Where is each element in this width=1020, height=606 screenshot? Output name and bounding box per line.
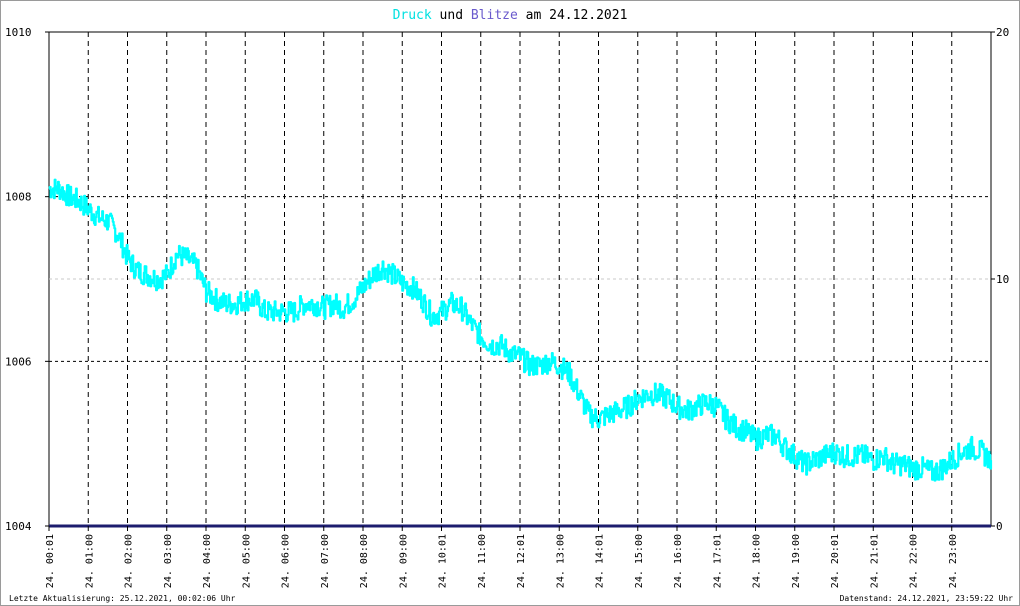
- axis-x: 24. 00:01 24. 01:00 24. 02:00 24. 03:00 24. …: [45, 526, 959, 588]
- grid: [48, 31, 992, 527]
- x-tick-label-23: 24. 23:00: [948, 534, 959, 588]
- x-tick-label-15: 24. 15:00: [634, 534, 645, 588]
- y-left-label-3: 1004: [5, 520, 32, 533]
- x-tick-label-2: 24. 02:00: [124, 534, 135, 588]
- title-space-2: [463, 8, 471, 23]
- y-left-label-2: 1006: [5, 355, 32, 368]
- x-tick-label-18: 24. 18:00: [752, 534, 763, 588]
- title-space-1: [432, 8, 440, 23]
- y-left-label-1: 1008: [5, 191, 32, 204]
- axis-left: 1010 1008 1006 1004: [5, 26, 49, 533]
- title-und: und: [440, 8, 463, 23]
- x-tick-label-11: 24. 11:00: [477, 534, 488, 588]
- x-tick-label-0: 24. 00:01: [45, 534, 56, 588]
- x-tick-label-12: 24. 12:01: [516, 534, 527, 588]
- x-tick-label-7: 24. 07:00: [320, 534, 331, 588]
- y-right-label-0: 20: [996, 26, 1009, 39]
- footer-data-status: Datenstand: 24.12.2021, 23:59:22 Uhr: [840, 594, 1014, 603]
- x-tick-label-4: 24. 04:00: [202, 534, 213, 588]
- x-tick-label-10: 24. 10:01: [438, 534, 449, 588]
- x-tick-label-22: 24. 22:00: [909, 534, 920, 588]
- title-space-3: [518, 8, 526, 23]
- x-tick-label-17: 24. 17:01: [712, 534, 723, 588]
- x-tick-label-14: 24. 14:01: [595, 534, 606, 588]
- x-tick-label-21: 24. 21:01: [869, 534, 880, 588]
- title-am: am: [526, 8, 542, 23]
- x-tick-label-8: 24. 08:00: [359, 534, 370, 588]
- y-right-label-2: 0: [996, 520, 1003, 533]
- title-date: 24.12.2021: [549, 8, 627, 23]
- title-druck: Druck: [393, 8, 432, 23]
- chart-title: Druck und Blitze am 24.12.2021: [393, 8, 628, 23]
- footer-last-update: Letzte Aktualisierung: 25.12.2021, 00:02…: [9, 594, 236, 603]
- x-tick-label-3: 24. 03:00: [163, 534, 174, 588]
- y-left-label-0: 1010: [5, 26, 32, 39]
- series-druck: [48, 178, 993, 482]
- x-tick-label-20: 24. 20:01: [830, 534, 841, 588]
- x-tick-label-5: 24. 05:00: [241, 534, 252, 588]
- y-right-label-1: 10: [996, 273, 1009, 286]
- x-tick-label-13: 24. 13:00: [555, 534, 566, 588]
- x-tick-label-19: 24. 19:00: [791, 534, 802, 588]
- line-druck: [48, 178, 993, 482]
- x-tick-label-6: 24. 06:00: [281, 534, 292, 588]
- x-tick-label-9: 24. 09:00: [398, 534, 409, 588]
- x-tick-label-1: 24. 01:00: [84, 534, 95, 588]
- title-space-4: [541, 8, 549, 23]
- title-blitze: Blitze: [471, 8, 518, 23]
- x-tick-label-16: 24. 16:00: [673, 534, 684, 588]
- axis-right: 20 10 0: [991, 26, 1009, 533]
